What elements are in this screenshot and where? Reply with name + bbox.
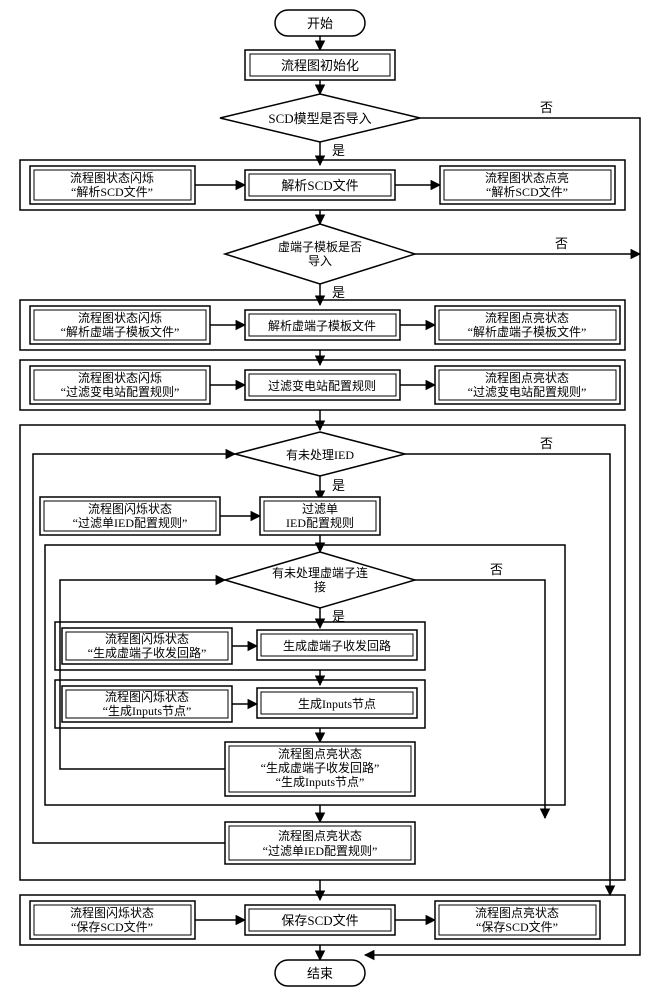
yes-label: 是	[332, 143, 345, 158]
svg-text:“过滤变电站配置规则”: “过滤变电站配置规则”	[468, 384, 587, 399]
inner1-left: 流程图闪烁状态 “生成虚端子收发回路”	[62, 628, 232, 664]
svg-text:解析SCD文件: 解析SCD文件	[281, 178, 358, 193]
decision-unprocessed-conn: 有未处理虚端子连 接	[225, 552, 415, 608]
row1-mid: 解析SCD文件	[245, 170, 395, 200]
row3-mid: 过滤变电站配置规则	[245, 370, 400, 400]
svg-text:否: 否	[490, 562, 503, 577]
decision-unprocessed-ied: 有未处理IED	[235, 432, 405, 476]
process-init: 流程图初始化	[245, 50, 395, 80]
decision-scd-import: SCD模型是否导入	[220, 94, 420, 142]
svg-text:解析虚端子模板文件: 解析虚端子模板文件	[268, 318, 376, 333]
svg-text:虚端子模板是否: 虚端子模板是否	[278, 240, 362, 254]
save-right: 流程图点亮状态 “保存SCD文件”	[435, 901, 600, 939]
svg-text:生成虚端子收发回路: 生成虚端子收发回路	[283, 638, 391, 653]
save-left: 流程图闪烁状态 “保存SCD文件”	[30, 901, 195, 939]
svg-text:流程图状态闪烁: 流程图状态闪烁	[70, 170, 154, 185]
inner1-mid: 生成虚端子收发回路	[257, 630, 417, 660]
no-label: 否	[540, 100, 553, 115]
row1-left: 流程图状态闪烁 “解析SCD文件”	[30, 166, 195, 204]
end-label: 结束	[307, 966, 333, 981]
svg-text:流程图点亮状态: 流程图点亮状态	[485, 310, 569, 325]
svg-text:过滤单: 过滤单	[302, 502, 338, 516]
inner2-mid: 生成Inputs节点	[257, 688, 417, 718]
svg-text:IED配置规则: IED配置规则	[286, 515, 354, 530]
svg-text:流程图点亮状态: 流程图点亮状态	[278, 828, 362, 843]
svg-text:“保存SCD文件”: “保存SCD文件”	[71, 919, 153, 934]
svg-text:“解析虚端子模板文件”: “解析虚端子模板文件”	[61, 324, 180, 339]
svg-text:有未处理虚端子连: 有未处理虚端子连	[272, 565, 368, 580]
start-label: 开始	[307, 16, 333, 31]
svg-text:是: 是	[332, 285, 345, 300]
svg-text:“解析SCD文件”: “解析SCD文件”	[486, 184, 568, 199]
terminal-start: 开始	[275, 10, 365, 36]
svg-text:是: 是	[332, 478, 345, 493]
terminal-end: 结束	[275, 960, 365, 986]
svg-text:否: 否	[540, 436, 553, 451]
svg-text:导入: 导入	[308, 254, 332, 268]
edge-no	[415, 580, 545, 818]
svg-text:保存SCD文件: 保存SCD文件	[281, 913, 358, 928]
svg-text:“保存SCD文件”: “保存SCD文件”	[476, 919, 558, 934]
edge-no	[405, 454, 610, 895]
row1-right: 流程图状态点亮 “解析SCD文件”	[440, 166, 615, 204]
row2-left: 流程图状态闪烁 “解析虚端子模板文件”	[30, 306, 210, 344]
svg-text:“过滤单IED配置规则”: “过滤单IED配置规则”	[263, 843, 378, 858]
svg-text:“过滤单IED配置规则”: “过滤单IED配置规则”	[73, 515, 188, 530]
inner2-left: 流程图闪烁状态 “生成Inputs节点”	[62, 686, 232, 722]
svg-text:流程图闪烁状态: 流程图闪烁状态	[70, 905, 154, 920]
svg-text:流程图初始化: 流程图初始化	[281, 58, 359, 73]
ied-lit: 流程图点亮状态 “过滤单IED配置规则”	[225, 822, 415, 864]
decision-template-import: 虚端子模板是否 导入	[225, 224, 415, 284]
svg-text:有未处理IED: 有未处理IED	[286, 448, 354, 462]
row3-right: 流程图点亮状态 “过滤变电站配置规则”	[435, 366, 620, 404]
svg-text:接: 接	[314, 579, 326, 594]
svg-text:否: 否	[555, 236, 568, 251]
svg-text:“生成Inputs节点”: “生成Inputs节点”	[276, 775, 365, 789]
save-mid: 保存SCD文件	[245, 905, 395, 935]
row2-mid: 解析虚端子模板文件	[245, 310, 400, 340]
svg-text:流程图点亮状态: 流程图点亮状态	[475, 905, 559, 920]
svg-text:流程图状态点亮: 流程图状态点亮	[485, 170, 569, 185]
svg-text:“解析SCD文件”: “解析SCD文件”	[71, 184, 153, 199]
row2-right: 流程图点亮状态 “解析虚端子模板文件”	[435, 306, 620, 344]
svg-text:“生成Inputs节点”: “生成Inputs节点”	[103, 704, 192, 718]
inner-lit: 流程图点亮状态 “生成虚端子收发回路” “生成Inputs节点”	[225, 742, 415, 796]
row3-left: 流程图状态闪烁 “过滤变电站配置规则”	[30, 366, 210, 404]
svg-text:生成Inputs节点: 生成Inputs节点	[298, 697, 376, 711]
svg-text:流程图闪烁状态: 流程图闪烁状态	[88, 501, 172, 516]
svg-text:过滤变电站配置规则: 过滤变电站配置规则	[268, 378, 376, 393]
svg-text:“过滤变电站配置规则”: “过滤变电站配置规则”	[61, 384, 180, 399]
svg-text:流程图状态闪烁: 流程图状态闪烁	[78, 370, 162, 385]
svg-text:流程图点亮状态: 流程图点亮状态	[485, 370, 569, 385]
svg-text:“生成虚端子收发回路”: “生成虚端子收发回路”	[261, 760, 380, 775]
svg-text:SCD模型是否导入: SCD模型是否导入	[268, 111, 371, 126]
svg-text:流程图状态闪烁: 流程图状态闪烁	[78, 310, 162, 325]
ied-left: 流程图闪烁状态 “过滤单IED配置规则”	[40, 497, 220, 535]
svg-text:“解析虚端子模板文件”: “解析虚端子模板文件”	[468, 324, 587, 339]
svg-text:流程图闪烁状态: 流程图闪烁状态	[105, 689, 189, 704]
svg-text:流程图点亮状态: 流程图点亮状态	[278, 746, 362, 761]
ied-mid: 过滤单 IED配置规则	[260, 497, 380, 535]
svg-text:流程图闪烁状态: 流程图闪烁状态	[105, 631, 189, 646]
edge-loop-inner	[60, 580, 225, 769]
svg-text:“生成虚端子收发回路”: “生成虚端子收发回路”	[88, 645, 207, 660]
